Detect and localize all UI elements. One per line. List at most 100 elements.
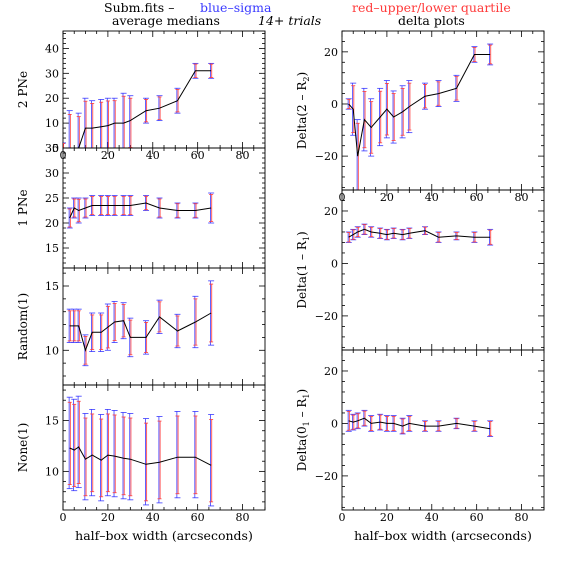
panel-left-2: 15 20 25 30 35 1 PNe: [16, 142, 266, 269]
data-layer: [345, 43, 494, 190]
median-line: [348, 417, 491, 430]
x-tick-label: 80: [515, 191, 529, 204]
left-title: average medians: [112, 13, 220, 28]
y-tick-label: 0: [331, 257, 338, 270]
x-tick-label: 60: [470, 191, 484, 204]
y-tick-label: 20: [324, 46, 338, 59]
data-layer: [345, 223, 494, 246]
data-layer: [66, 280, 215, 367]
median-line: [63, 70, 212, 148]
y-axis-label: Delta(2 – R2): [295, 72, 311, 149]
y-tick-label: 30: [45, 167, 59, 180]
median-line: [69, 312, 212, 352]
trials-note: 14+ trials: [258, 13, 321, 28]
y-tick-label: 10: [45, 117, 59, 130]
x-tick-label: 40: [146, 511, 160, 524]
data-layer: [63, 62, 215, 148]
y-label-mid: – R: [295, 398, 309, 422]
x-tick-label: 0: [60, 511, 67, 524]
panel-left-4: 0 20 40 60 80 10 15 None(1) half–box width (arcs…: [16, 384, 266, 543]
x-tick-label: 0: [339, 511, 346, 524]
x-tick-label: 40: [146, 149, 160, 162]
y-tick-label: −20: [315, 150, 338, 163]
header-prefix: Subm.fits –: [104, 0, 174, 15]
y-label-sub: 1: [302, 393, 311, 398]
y-axis-label: Random(1): [16, 293, 30, 360]
x-axis-label: half–box width (arcseconds): [75, 528, 253, 543]
x-tick-label: 80: [236, 149, 250, 162]
y-tick-label: 30: [45, 67, 59, 80]
y-tick-label: 0: [331, 98, 338, 111]
data-layer: [66, 395, 215, 507]
data-layer: [345, 409, 494, 437]
panel-right-2: −20 0 20 Delta(1 – R1): [295, 189, 545, 351]
plot-frame: [62, 30, 266, 149]
median-line: [69, 446, 212, 466]
plot-frame: [341, 30, 545, 191]
y-axis-label: Delta(1 – R1): [295, 231, 311, 308]
x-tick-label: 80: [236, 511, 250, 524]
data-layer: [66, 192, 215, 229]
y-tick-label: 10: [45, 344, 59, 357]
y-label-close: ): [295, 231, 309, 236]
plot-frame: [341, 349, 545, 511]
y-label-close: ): [295, 389, 309, 394]
median-line: [348, 228, 491, 238]
y-axis-label: Delta(01 – R1): [295, 389, 311, 471]
x-tick-label: 60: [191, 511, 205, 524]
y-tick-label: 15: [45, 280, 59, 293]
x-tick-label: 20: [380, 191, 394, 204]
y-axis-label: None(1): [16, 423, 30, 473]
x-tick-label: 20: [101, 149, 115, 162]
y-axis-label: 2 PNe: [16, 71, 30, 108]
y-tick-label: 20: [45, 217, 59, 230]
y-tick-label: 40: [45, 42, 59, 55]
y-label-close: ): [295, 72, 309, 77]
plot-frame: [62, 267, 266, 386]
y-tick-label: 25: [45, 192, 59, 205]
median-line: [348, 54, 491, 157]
y-label-main: None(1): [16, 423, 30, 473]
y-label-main: Delta(2 – R: [295, 81, 309, 149]
y-tick-label: 35: [45, 142, 59, 155]
y-tick-label: 20: [45, 92, 59, 105]
y-label-sub1: 1: [302, 421, 311, 426]
x-tick-label: 20: [380, 511, 394, 524]
y-tick-label: 15: [45, 242, 59, 255]
y-tick-label: 10: [45, 465, 59, 478]
y-axis-label: 1 PNe: [16, 189, 30, 226]
y-label-sub: 2: [302, 77, 311, 82]
header-red-quartile: red–upper/lower quartile: [352, 0, 511, 15]
x-axis-label: half–box width (arcseconds): [354, 528, 532, 543]
panel-left-3: 10 15 Random(1): [16, 267, 266, 386]
y-tick-label: −20: [315, 310, 338, 323]
y-tick-label: 0: [331, 417, 338, 430]
y-label-main: Random(1): [16, 293, 30, 360]
y-tick-label: 0: [52, 142, 59, 155]
y-label-main: Delta(1 – R: [295, 240, 309, 308]
y-label-main: 1 PNe: [16, 189, 30, 226]
right-title: delta plots: [398, 13, 465, 28]
x-tick-label: 40: [425, 191, 439, 204]
plot-frame: [62, 147, 266, 269]
plot-frame: [341, 189, 545, 351]
y-label-sub: 1: [302, 236, 311, 241]
x-tick-label: 60: [470, 511, 484, 524]
y-label-main: Delta(0: [295, 426, 309, 471]
plot-frame: [62, 384, 266, 511]
y-tick-label: 20: [324, 205, 338, 218]
median-line: [69, 202, 212, 219]
y-tick-label: 20: [324, 365, 338, 378]
x-tick-label: 20: [101, 511, 115, 524]
header-subm-fits: Subm.fits –: [104, 0, 174, 15]
header-blue-sigma: blue–sigma: [200, 0, 272, 15]
header: Subm.fits – blue–sigma red–upper/lower q…: [104, 0, 511, 28]
y-tick-label: 15: [45, 415, 59, 428]
y-tick-label: −20: [315, 470, 338, 483]
x-tick-label: 60: [191, 149, 205, 162]
